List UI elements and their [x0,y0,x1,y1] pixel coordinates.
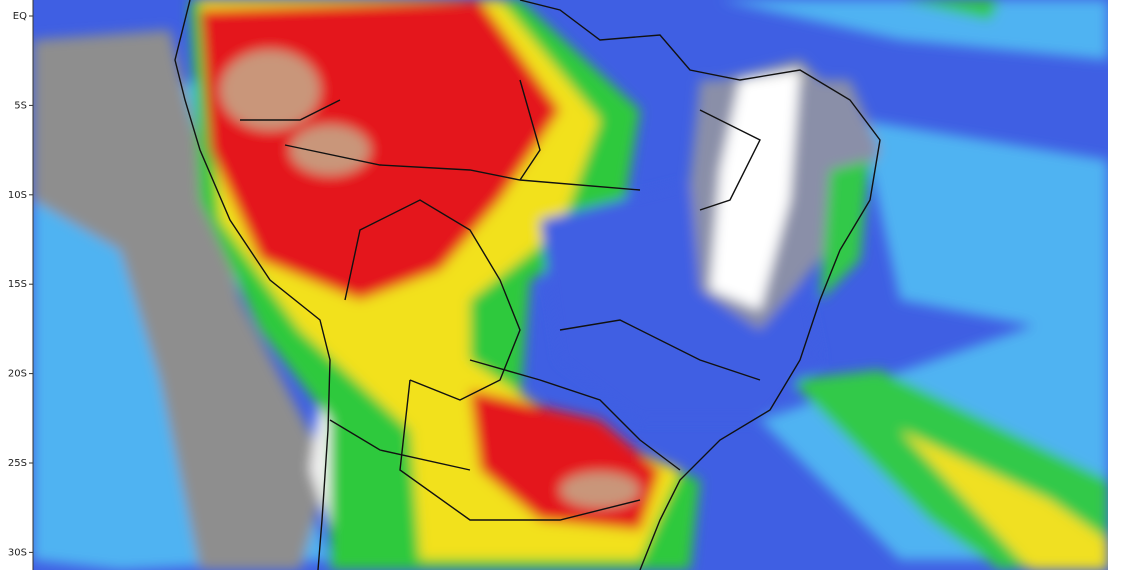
latitude-labels: EQ 5S 10S 15S 20S 25S 30S [8,11,33,558]
latitude-label: 10S [8,190,27,201]
latitude-label: 15S [8,279,27,290]
latitude-label: 5S [14,100,27,111]
latitude-label: EQ [13,11,27,22]
map-field [33,0,1108,570]
latitude-label: 25S [8,458,27,469]
latitude-label: 30S [8,547,27,558]
borders [174,0,881,570]
latitude-label: 20S [8,369,27,380]
